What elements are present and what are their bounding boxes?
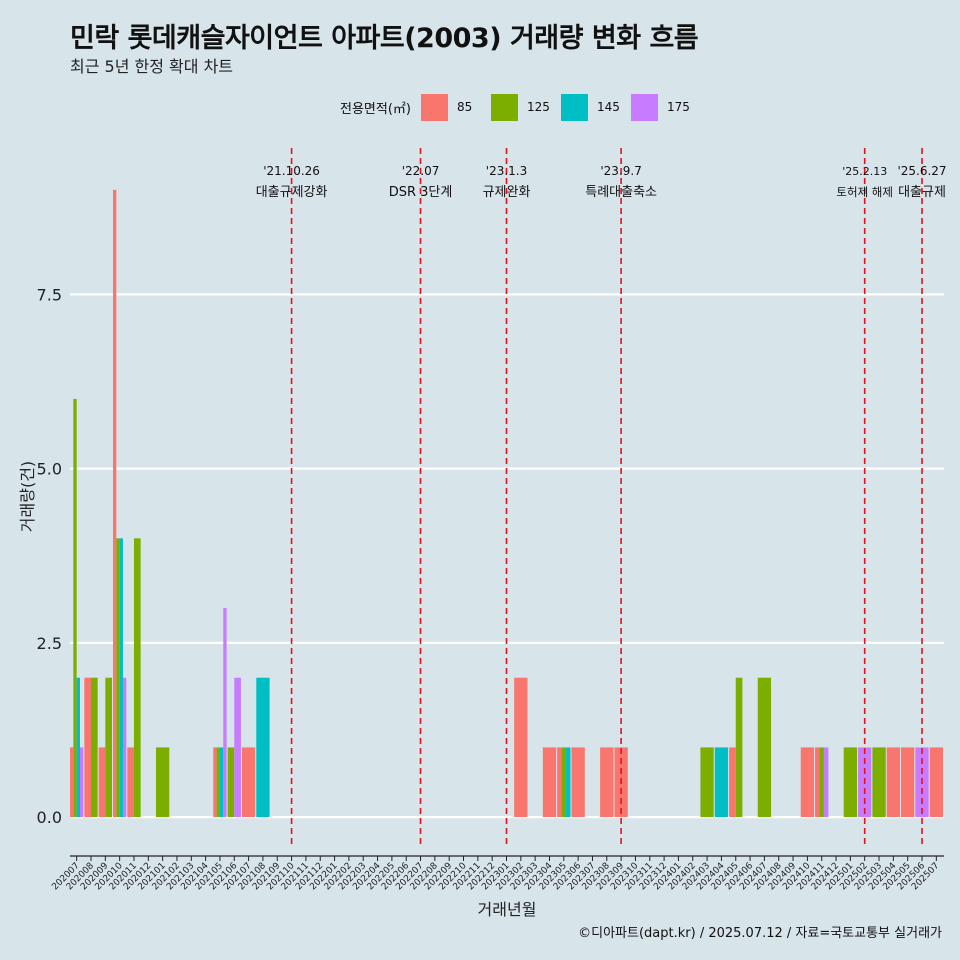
legend-swatch-125 [490, 93, 518, 121]
legend-swatch-175 [630, 93, 658, 121]
bar-202411-85 [815, 747, 820, 818]
y-tick-label: 2.5 [37, 634, 62, 653]
bar-202504-85 [886, 747, 901, 818]
event-date-label: '25.2.13 [842, 165, 887, 178]
legend: 전용면적(㎡) 85 125 145 175 [340, 93, 701, 121]
bar-202305-85 [557, 747, 562, 818]
event-name-label: 대출규제 [898, 185, 946, 200]
bar-202106-125 [227, 747, 235, 818]
bar-202105-125 [216, 747, 220, 818]
bar-202306-85 [571, 747, 585, 818]
chart-subtitle: 최근 5년 한정 확대 차트 [70, 57, 234, 76]
bar-202305-145 [566, 747, 571, 818]
legend-label-145: 145 [596, 100, 620, 114]
bar-202105-145 [219, 747, 224, 818]
event-name-label: DSR 3단계 [389, 185, 453, 200]
bar-202008-125 [90, 677, 98, 818]
bar-202302-85 [514, 677, 528, 818]
bar-202105-85 [213, 747, 217, 818]
bar-202010-175 [122, 677, 127, 818]
event-date-label: '25.6.27 [897, 164, 946, 178]
bar-202405-125 [735, 677, 743, 818]
bar-202411-125 [819, 747, 824, 818]
bar-202105-175 [223, 608, 227, 818]
legend-item-125: 125 [490, 93, 553, 121]
bar-202010-125 [116, 538, 120, 818]
legend-item-145: 145 [560, 93, 623, 121]
bar-202101-125 [155, 747, 170, 818]
bar-202308-85 [600, 747, 614, 818]
bar-202011-85 [127, 747, 134, 818]
y-axis-title: 거래량(건) [18, 461, 37, 532]
bar-202008-85 [84, 677, 91, 818]
bar-202007-175 [79, 747, 84, 818]
bar-202507-85 [929, 747, 943, 818]
x-axis-title: 거래년월 [478, 900, 537, 919]
bar-202007-85 [70, 747, 74, 818]
bar-202011-125 [133, 538, 141, 818]
bar-202405-85 [729, 747, 736, 818]
bar-202009-125 [105, 677, 112, 818]
bar-202010-145 [119, 538, 123, 818]
bar-202404-145 [714, 747, 729, 818]
bar-202503-125 [872, 747, 886, 818]
event-date-label: '22.07 [402, 164, 440, 178]
legend-title: 전용면적(㎡) [340, 101, 411, 117]
event-date-label: '23.1.3 [486, 164, 527, 178]
y-tick-label: 0.0 [37, 808, 62, 827]
legend-swatch-85 [420, 93, 448, 121]
bar-202407-125 [757, 677, 772, 818]
bar-202305-125 [561, 747, 567, 818]
bar-202505-85 [901, 747, 915, 818]
y-tick-label: 7.5 [37, 285, 62, 304]
legend-label-125: 125 [526, 100, 550, 114]
event-name-label: 규제완화 [483, 185, 531, 200]
bar-202107-85 [241, 747, 256, 818]
legend-label-175: 175 [666, 100, 690, 114]
event-name-label: 특례대출축소 [585, 185, 657, 200]
bar-202501-125 [843, 747, 858, 818]
bar-202304-85 [542, 747, 557, 818]
y-tick-label: 5.0 [37, 460, 62, 479]
bar-202410-85 [800, 747, 815, 818]
chart-title: 민락 롯데캐슬자이언트 아파트(2003) 거래량 변화 흐름 [70, 23, 699, 54]
event-date-label: '23.9.7 [600, 164, 641, 178]
legend-swatch-145 [560, 93, 588, 121]
event-date-label: '21.10.26 [263, 164, 320, 178]
bar-202010-85 [112, 189, 117, 818]
legend-item-85: 85 [420, 93, 483, 121]
bar-202106-175 [234, 677, 241, 818]
legend-label-85: 85 [456, 100, 473, 114]
source-caption: ©디아파트(dapt.kr) / 2025.07.12 / 자료=국토교통부 실… [578, 926, 942, 941]
bar-202007-125 [73, 398, 77, 818]
bar-202108-145 [256, 677, 270, 818]
event-name-label: 대출규제강화 [256, 185, 328, 200]
event-name-label: 토허제 해제 [836, 185, 893, 199]
bar-202403-125 [700, 747, 714, 818]
bar-202009-85 [98, 747, 106, 818]
legend-item-175: 175 [630, 93, 693, 121]
bar-202007-145 [76, 677, 80, 818]
bar-202411-175 [823, 747, 829, 818]
